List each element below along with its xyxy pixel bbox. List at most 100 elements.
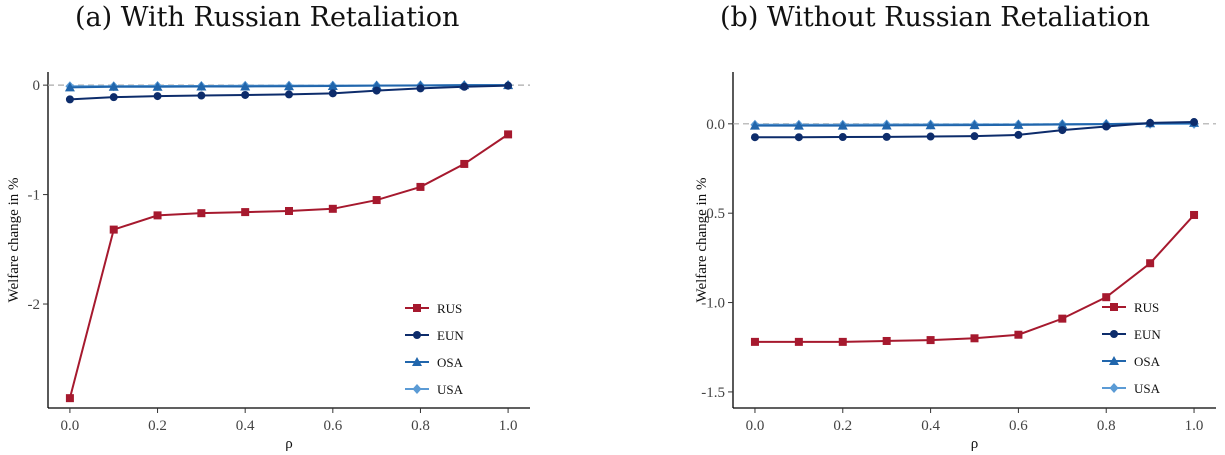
data-point-osa xyxy=(240,81,251,91)
data-point-osa xyxy=(1057,119,1068,129)
data-point-osa xyxy=(327,81,338,91)
legend-marker-osa xyxy=(1109,356,1119,365)
data-point-eun xyxy=(460,82,469,91)
panel-a-title: (a) With Russian Retaliation xyxy=(75,2,460,33)
x-tick-label: 0.6 xyxy=(323,418,342,434)
x-tick-label: 0.2 xyxy=(833,418,852,434)
y-tick-label: -1.0 xyxy=(701,296,725,312)
x-tick-label: 0.0 xyxy=(61,418,80,434)
panel-b-title: (b) Without Russian Retaliation xyxy=(720,2,1151,33)
data-point-osa xyxy=(371,80,382,90)
legend-label-usa: USA xyxy=(437,382,464,397)
legend-marker-eun xyxy=(1110,330,1118,338)
data-point-osa xyxy=(837,120,848,130)
legend-label-osa: OSA xyxy=(1134,354,1161,369)
y-axis-label: Welfare change in % xyxy=(694,178,710,303)
x-tick-label: 0.8 xyxy=(1097,418,1116,434)
data-point-eun xyxy=(197,91,206,100)
data-point-rus xyxy=(970,334,979,343)
data-point-eun xyxy=(504,81,513,90)
data-point-osa xyxy=(793,120,804,130)
data-point-osa xyxy=(881,120,892,130)
series-rus xyxy=(65,130,513,403)
y-tick-label: 0.0 xyxy=(706,117,725,133)
data-point-rus xyxy=(241,208,250,217)
data-point-eun xyxy=(1014,130,1023,139)
data-point-osa xyxy=(969,120,980,130)
data-point-rus xyxy=(750,337,759,346)
data-point-rus xyxy=(197,209,206,218)
data-point-rus xyxy=(794,337,803,346)
data-point-eun xyxy=(153,92,162,101)
data-point-rus xyxy=(460,159,469,168)
data-point-eun xyxy=(285,90,293,99)
data-point-osa xyxy=(64,82,75,92)
legend: RUS EUN OSA USA xyxy=(405,301,464,397)
data-point-rus xyxy=(504,130,513,139)
data-point-rus xyxy=(285,206,293,215)
data-point-rus xyxy=(153,211,162,220)
data-point-eun xyxy=(1102,122,1111,131)
legend-marker-rus xyxy=(1110,303,1118,311)
data-point-eun xyxy=(241,90,250,99)
data-point-eun xyxy=(926,132,935,141)
data-point-osa xyxy=(196,81,207,91)
y-axis-label: Welfare change in % xyxy=(6,178,22,303)
y-tick-label: 0 xyxy=(33,78,41,94)
data-point-rus xyxy=(1190,210,1199,219)
x-tick-label: 0.4 xyxy=(236,418,255,434)
legend-label-rus: RUS xyxy=(437,301,462,316)
data-point-eun xyxy=(1190,118,1199,127)
data-point-osa xyxy=(152,81,163,91)
data-point-osa xyxy=(1013,119,1024,129)
x-axis-label: ρ xyxy=(285,436,293,452)
legend-marker-usa xyxy=(412,384,422,394)
data-point-eun xyxy=(838,133,847,142)
x-tick-label: 1.0 xyxy=(1185,418,1204,434)
data-point-eun xyxy=(1146,118,1155,127)
data-point-eun xyxy=(65,95,74,104)
series-eun xyxy=(750,118,1199,142)
legend-marker-eun xyxy=(413,331,421,339)
y-tick-label: -2 xyxy=(28,297,41,313)
data-point-eun xyxy=(109,93,118,102)
data-point-rus xyxy=(65,394,74,403)
data-point-rus xyxy=(1014,330,1023,339)
data-point-rus xyxy=(1102,293,1111,302)
legend: RUS EUN OSA USA xyxy=(1102,300,1161,396)
series-rus xyxy=(750,210,1199,346)
legend-marker-osa xyxy=(412,357,422,366)
x-tick-label: 1.0 xyxy=(499,418,518,434)
data-point-osa xyxy=(108,81,119,91)
x-tick-label: 0.4 xyxy=(921,418,940,434)
data-point-eun xyxy=(794,133,803,142)
data-point-eun xyxy=(416,84,425,93)
data-point-eun xyxy=(328,89,337,98)
data-point-rus xyxy=(109,225,118,234)
data-point-rus xyxy=(372,196,381,205)
data-point-eun xyxy=(750,133,759,142)
panel-b: 0.0 -0.5 -1.0 -1.5 0.0 0.2 0.4 0.6 0.8 1.0 ρ Welfar… xyxy=(694,72,1216,452)
data-point-eun xyxy=(970,132,979,141)
legend-marker-rus xyxy=(413,304,421,312)
data-point-osa xyxy=(284,81,294,91)
x-tick-label: 0.0 xyxy=(746,418,765,434)
legend-label-usa: USA xyxy=(1134,381,1161,396)
series-eun xyxy=(65,81,513,104)
series-line-rus xyxy=(754,214,1195,343)
data-point-rus xyxy=(882,336,891,345)
legend-label-eun: EUN xyxy=(1134,327,1161,342)
data-point-eun xyxy=(372,86,381,95)
x-tick-label: 0.6 xyxy=(1009,418,1028,434)
data-point-osa xyxy=(749,120,760,130)
y-tick-label: -0.5 xyxy=(701,206,725,222)
legend-label-eun: EUN xyxy=(437,328,464,343)
x-tick-label: 0.8 xyxy=(411,418,430,434)
data-point-rus xyxy=(328,204,337,213)
y-tick-label: -1 xyxy=(28,188,41,204)
data-point-osa xyxy=(925,120,936,130)
panel-a: 0 -1 -2 0.0 0.2 0.4 0.6 0.8 1.0 ρ Welfare change i… xyxy=(6,72,530,452)
data-point-rus xyxy=(416,182,425,191)
y-tick-label: -1.5 xyxy=(701,385,725,401)
